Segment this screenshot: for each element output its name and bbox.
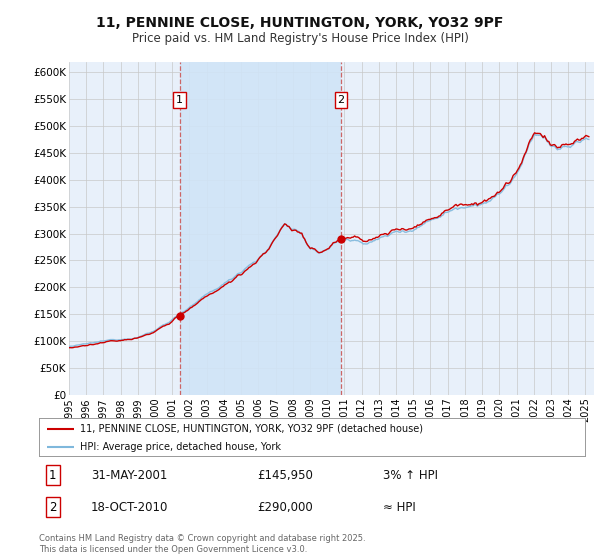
Text: £290,000: £290,000 — [257, 501, 313, 514]
Text: ≈ HPI: ≈ HPI — [383, 501, 416, 514]
Text: £145,950: £145,950 — [257, 469, 313, 482]
Text: 1: 1 — [49, 469, 56, 482]
Text: 11, PENNINE CLOSE, HUNTINGTON, YORK, YO32 9PF (detached house): 11, PENNINE CLOSE, HUNTINGTON, YORK, YO3… — [80, 423, 423, 433]
Text: Price paid vs. HM Land Registry's House Price Index (HPI): Price paid vs. HM Land Registry's House … — [131, 32, 469, 45]
Text: Contains HM Land Registry data © Crown copyright and database right 2025.
This d: Contains HM Land Registry data © Crown c… — [39, 534, 365, 554]
Text: 3% ↑ HPI: 3% ↑ HPI — [383, 469, 438, 482]
Text: 18-OCT-2010: 18-OCT-2010 — [91, 501, 168, 514]
Text: 2: 2 — [337, 95, 344, 105]
Bar — [179, 62, 341, 395]
Text: 1: 1 — [176, 95, 183, 105]
Text: 31-MAY-2001: 31-MAY-2001 — [91, 469, 167, 482]
Text: HPI: Average price, detached house, York: HPI: Average price, detached house, York — [80, 442, 281, 452]
Text: 2: 2 — [49, 501, 56, 514]
Text: 11, PENNINE CLOSE, HUNTINGTON, YORK, YO32 9PF: 11, PENNINE CLOSE, HUNTINGTON, YORK, YO3… — [97, 16, 503, 30]
